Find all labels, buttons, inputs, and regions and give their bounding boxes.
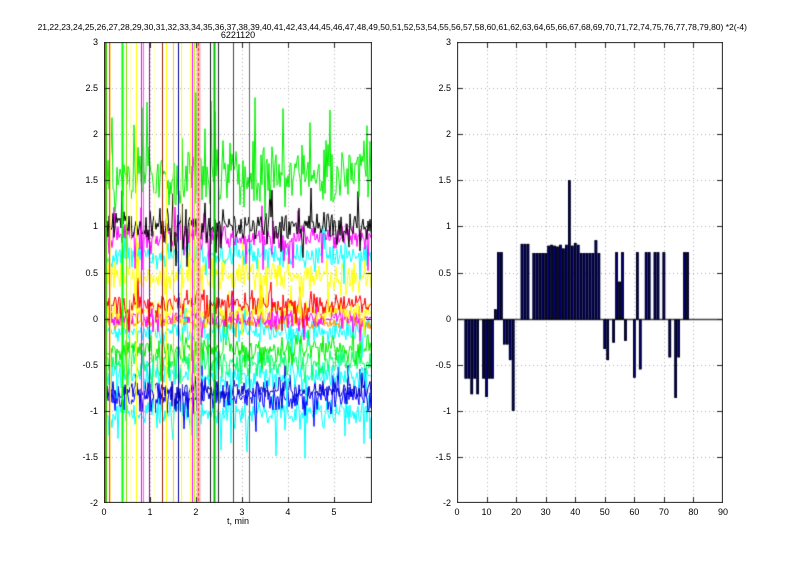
left-x-axis-label: t, min [226, 516, 249, 526]
y-tick-label: 1 [445, 221, 451, 232]
x-tick-label: 4 [285, 507, 291, 517]
y-tick-label: 2 [445, 129, 451, 140]
y-tick-label: -2 [89, 498, 98, 508]
x-tick-label: 80 [688, 507, 699, 517]
y-tick-label: 3 [92, 37, 98, 47]
y-tick-label: -1 [442, 405, 451, 416]
x-tick-label: 20 [511, 507, 522, 517]
y-tick-label: 3 [445, 37, 451, 47]
y-tick-label: -1.5 [82, 451, 98, 462]
x-tick-label: 50 [599, 507, 610, 517]
x-tick-label: 90 [717, 507, 728, 517]
y-tick-label: -1.5 [435, 451, 451, 462]
y-tick-label: 0 [92, 313, 98, 324]
left-plot-canvas [104, 42, 372, 503]
right-plot-canvas [457, 42, 723, 503]
x-tick-label: 1 [147, 507, 153, 517]
x-tick-label: 5 [331, 507, 337, 517]
y-tick-label: 2.5 [85, 83, 98, 94]
y-tick-label: 0.5 [438, 267, 451, 278]
y-tick-label: -2 [442, 498, 451, 508]
x-tick-label: 0 [101, 507, 107, 517]
left-plot-title: 6221120 [220, 30, 256, 40]
y-tick-label: 2 [92, 129, 98, 140]
x-tick-label: 70 [658, 507, 669, 517]
x-tick-label: 0 [454, 507, 460, 517]
x-tick-label: 3 [239, 507, 245, 517]
y-tick-label: -0.5 [82, 359, 98, 370]
figure-title: 21,22,23,24,25,26,27,28,29,30,31,32,33,3… [37, 22, 747, 32]
x-tick-label: 10 [481, 507, 492, 517]
y-tick-label: 1.5 [438, 175, 451, 186]
y-tick-label: -0.5 [435, 359, 451, 370]
y-tick-label: 1.5 [85, 175, 98, 186]
x-tick-label: 30 [540, 507, 551, 517]
y-tick-label: 2.5 [438, 83, 451, 94]
y-tick-label: -1 [89, 405, 98, 416]
y-tick-label: 0.5 [85, 267, 98, 278]
x-tick-label: 2 [193, 507, 199, 517]
y-tick-label: 0 [445, 313, 451, 324]
x-tick-label: 40 [570, 507, 581, 517]
x-tick-label: 60 [629, 507, 640, 517]
y-tick-label: 1 [92, 221, 98, 232]
